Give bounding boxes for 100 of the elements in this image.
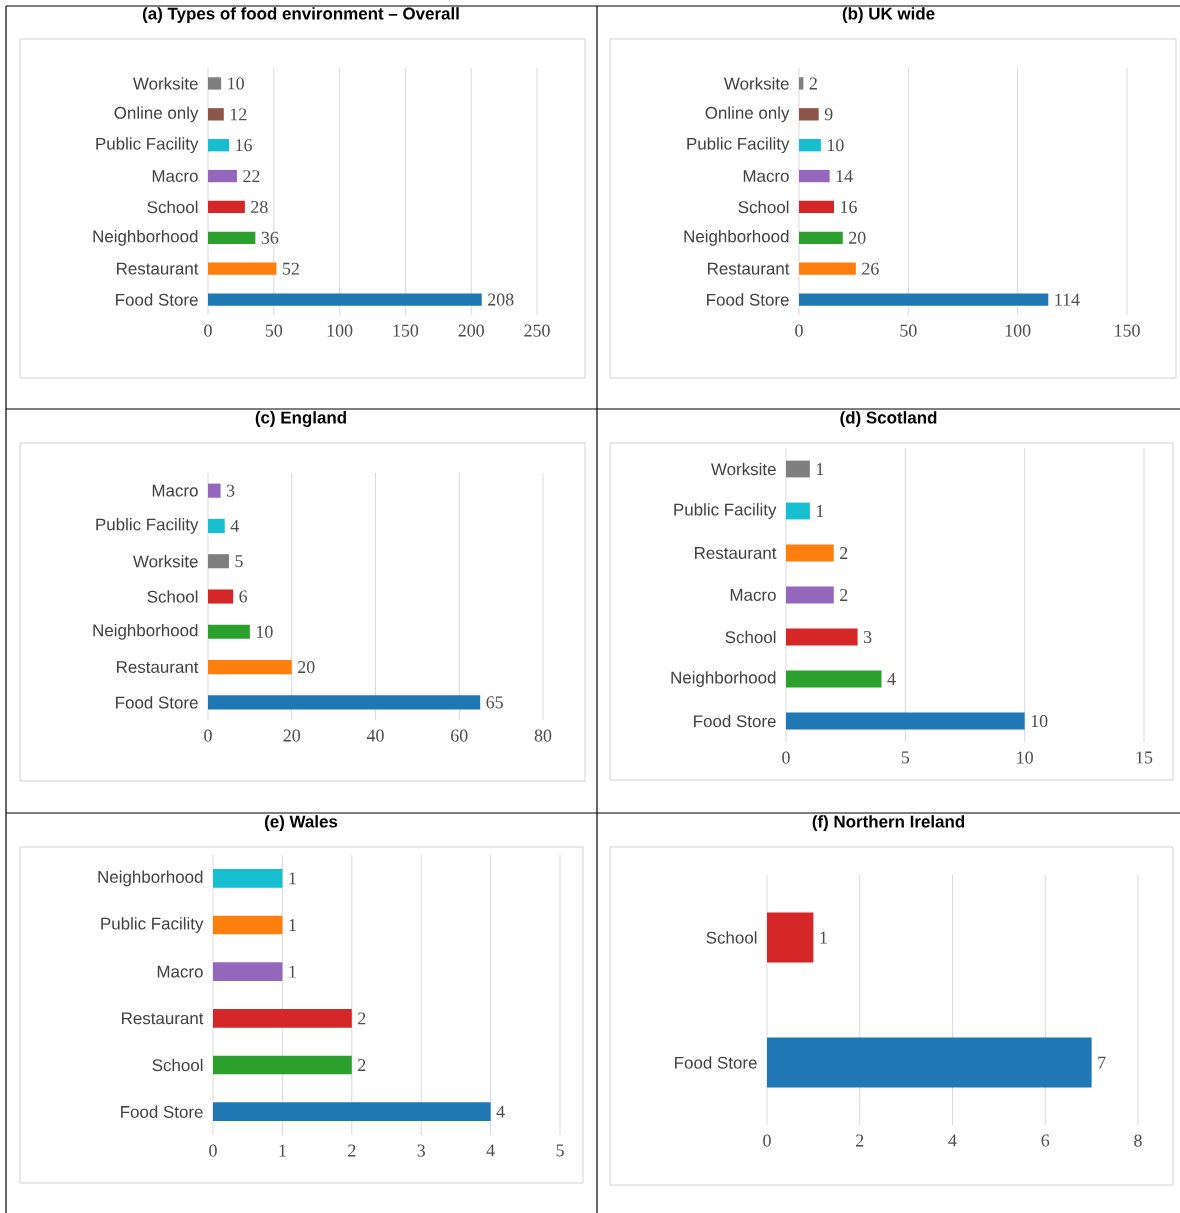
data-label: 20 bbox=[298, 661, 315, 674]
x-tick-label: 1 bbox=[279, 1144, 286, 1157]
x-tick-label: 2 bbox=[856, 1134, 864, 1147]
bar bbox=[799, 77, 804, 90]
bar bbox=[213, 915, 283, 935]
y-tick-label: Food Store bbox=[121, 1105, 203, 1118]
y-tick-label: Food Store bbox=[116, 696, 198, 709]
x-tick-label: 150 bbox=[393, 324, 419, 337]
x-tick-label: 0 bbox=[782, 751, 790, 764]
data-label: 65 bbox=[486, 696, 503, 709]
bar bbox=[799, 293, 1049, 306]
data-label: 16 bbox=[841, 200, 857, 213]
bar bbox=[208, 200, 245, 214]
bar bbox=[213, 1055, 352, 1075]
data-label: 3 bbox=[226, 484, 235, 497]
bar bbox=[799, 108, 819, 121]
bar bbox=[786, 670, 882, 688]
data-label: 10 bbox=[827, 139, 844, 152]
x-tick-label: 3 bbox=[417, 1144, 425, 1157]
x-tick-label: 5 bbox=[901, 751, 910, 764]
data-label: 6 bbox=[239, 590, 248, 603]
bar bbox=[213, 1009, 352, 1028]
data-label: 10 bbox=[228, 77, 244, 90]
y-tick-label: Neighborhood bbox=[98, 870, 203, 887]
y-tick-label: Neighborhood bbox=[93, 623, 198, 640]
y-tick-label: School bbox=[725, 630, 776, 644]
x-tick-label: 80 bbox=[534, 729, 552, 742]
x-tick-label: 0 bbox=[763, 1134, 771, 1147]
bar bbox=[786, 712, 1025, 730]
x-tick-label: 0 bbox=[795, 324, 803, 337]
data-label: 12 bbox=[230, 108, 247, 121]
bar bbox=[208, 139, 230, 152]
y-tick-label: Worksite bbox=[133, 77, 198, 90]
y-tick-label: Neighborhood bbox=[93, 229, 198, 246]
data-label: 7 bbox=[1098, 1056, 1106, 1069]
y-tick-label: Worksite bbox=[133, 555, 198, 568]
y-tick-label: Food Store bbox=[707, 293, 789, 306]
y-tick-label: Restaurant bbox=[695, 547, 777, 559]
x-tick-label: 8 bbox=[1134, 1134, 1142, 1147]
x-tick-label: 20 bbox=[283, 729, 301, 742]
data-label: 2 bbox=[809, 77, 817, 90]
x-tick-label: 0 bbox=[204, 729, 212, 742]
bar bbox=[786, 628, 858, 646]
bar bbox=[208, 554, 229, 569]
y-tick-label: School bbox=[147, 200, 198, 214]
y-tick-label: School bbox=[706, 931, 757, 944]
bar bbox=[208, 518, 225, 533]
bar bbox=[208, 108, 224, 121]
y-tick-label: Public Facility bbox=[101, 917, 204, 933]
y-tick-label: Neighborhood bbox=[671, 671, 776, 687]
y-tick-label: School bbox=[152, 1058, 203, 1072]
data-label: 22 bbox=[243, 170, 260, 183]
x-tick-label: 200 bbox=[458, 324, 484, 337]
data-label: 1 bbox=[820, 931, 827, 944]
bar bbox=[786, 502, 810, 520]
y-tick-label: Public Facility bbox=[96, 518, 199, 534]
x-tick-label: 50 bbox=[265, 324, 283, 337]
y-tick-label: Food Store bbox=[694, 714, 776, 728]
y-tick-label: School bbox=[147, 590, 198, 603]
data-label: 52 bbox=[283, 262, 299, 275]
data-label: 26 bbox=[862, 262, 879, 275]
bar bbox=[208, 624, 250, 639]
y-tick-label: Public Facility bbox=[96, 137, 199, 154]
data-label: 2 bbox=[840, 547, 848, 559]
y-tick-label: Restaurant bbox=[122, 1012, 204, 1025]
y-tick-label: Online only bbox=[114, 106, 199, 123]
bar bbox=[208, 262, 277, 275]
bar bbox=[799, 200, 834, 214]
data-label: 1 bbox=[816, 463, 824, 475]
x-tick-label: 50 bbox=[900, 324, 917, 337]
data-label: 114 bbox=[1055, 293, 1080, 306]
x-tick-label: 6 bbox=[1041, 1134, 1050, 1147]
bar bbox=[213, 962, 283, 982]
chart-title: (e) Wales bbox=[264, 815, 338, 831]
bar bbox=[799, 231, 843, 244]
chart-title: (b) UK wide bbox=[842, 7, 935, 23]
data-label: 10 bbox=[1031, 714, 1048, 728]
data-label: 36 bbox=[261, 231, 279, 244]
y-tick-label: Restaurant bbox=[708, 262, 790, 275]
y-tick-label: Macro bbox=[152, 170, 198, 182]
bar bbox=[208, 483, 221, 498]
y-tick-label: School bbox=[738, 200, 789, 214]
bar bbox=[208, 293, 482, 306]
y-tick-label: Public Facility bbox=[687, 137, 790, 154]
y-tick-label: Food Store bbox=[675, 1056, 757, 1069]
chart-title: (f) Northern Ireland bbox=[812, 815, 965, 831]
data-label: 20 bbox=[849, 231, 866, 244]
x-tick-label: 2 bbox=[348, 1144, 356, 1157]
data-label: 1 bbox=[289, 919, 296, 931]
x-tick-label: 100 bbox=[1005, 324, 1031, 337]
x-tick-label: 4 bbox=[486, 1144, 495, 1157]
data-label: 5 bbox=[235, 555, 243, 568]
x-tick-label: 0 bbox=[204, 324, 212, 337]
data-label: 9 bbox=[824, 108, 833, 121]
bar bbox=[213, 1102, 491, 1122]
y-tick-label: Worksite bbox=[724, 77, 789, 90]
data-label: 2 bbox=[358, 1059, 366, 1071]
y-tick-label: Food Store bbox=[116, 293, 198, 306]
y-tick-label: Restaurant bbox=[117, 661, 199, 673]
chart-title: (c) England bbox=[255, 411, 346, 427]
